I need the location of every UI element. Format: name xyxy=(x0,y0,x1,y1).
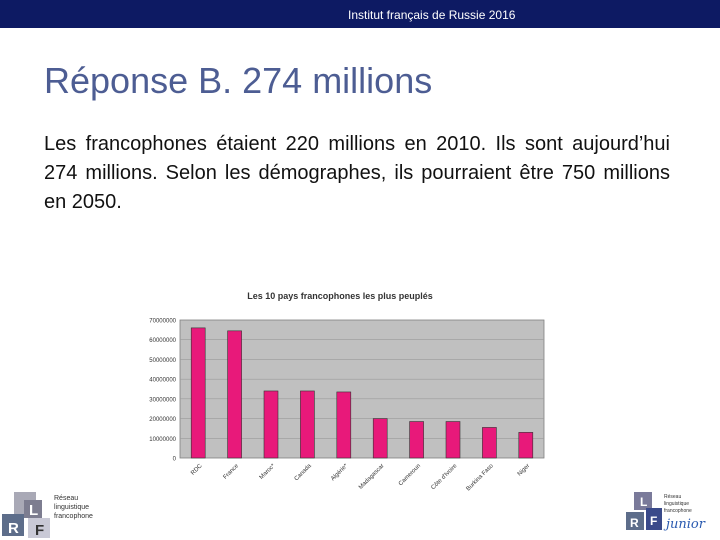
x-tick-label: Algérie* xyxy=(330,463,350,483)
y-tick-label: 70000000 xyxy=(149,319,176,325)
x-tick-label: Maroc* xyxy=(259,463,277,481)
logo-letter-f: F xyxy=(35,522,44,539)
logo-line-1: Réseau xyxy=(54,495,78,502)
x-axis-ticks: RDC France Maroc* Canada Algérie* Madagascar C… xyxy=(190,463,531,493)
header-text: Institut français de Russie 2016 xyxy=(348,8,516,22)
logo-right-letter-f: F xyxy=(650,514,657,528)
bar-chart: Les 10 pays francophones les plus peuplé… xyxy=(149,291,545,493)
rlf-junior-logo-right: L R F Réseau linguistique francophone ju… xyxy=(626,492,706,532)
y-axis-ticks: 0 10000000 20000000 30000000 40000000 5000000… xyxy=(149,319,176,463)
x-tick-label: Côte d'Ivoire xyxy=(430,463,458,491)
y-tick-label: 60000000 xyxy=(149,338,176,344)
logo-letter-r: R xyxy=(8,520,19,537)
y-tick-label: 0 xyxy=(173,457,177,463)
y-tick-label: 30000000 xyxy=(149,397,176,403)
header-bar: Institut français de Russie 2016 xyxy=(0,0,720,28)
y-tick-label: 20000000 xyxy=(149,417,176,423)
y-tick-label: 40000000 xyxy=(149,378,176,384)
x-tick-label: Canada xyxy=(294,463,314,483)
logo-line-2: linguistique xyxy=(54,504,89,511)
bar xyxy=(190,327,206,459)
logo-right-letter-r: R xyxy=(630,516,639,530)
y-tick-label: 10000000 xyxy=(149,437,176,443)
logo-right-letter-l: L xyxy=(640,495,647,509)
bar xyxy=(300,390,315,459)
x-tick-label: Niger xyxy=(517,463,531,477)
x-tick-label: Madagascar xyxy=(358,463,386,491)
slide-body-text: Les francophones étaient 220 millions en… xyxy=(44,133,670,213)
logo-right-junior: junior xyxy=(663,517,706,532)
bars xyxy=(190,327,534,459)
logo-right-line-3: francophone xyxy=(664,508,692,514)
rlf-logo-left: L R F Réseau linguistique francophone xyxy=(2,492,93,539)
bar xyxy=(445,421,461,459)
bar xyxy=(482,427,497,459)
bar xyxy=(409,421,424,459)
bar xyxy=(336,391,352,459)
logo-right-line-1: Réseau xyxy=(664,494,681,500)
logo-right-line-2: linguistique xyxy=(664,501,689,507)
x-tick-label: Cameroun xyxy=(398,463,422,487)
chart-title: Les 10 pays francophones les plus peuplé… xyxy=(247,291,433,301)
x-tick-label: RDC xyxy=(190,463,204,477)
y-tick-label: 50000000 xyxy=(149,358,176,364)
slide-title: Réponse B. 274 millions xyxy=(44,60,433,101)
bar xyxy=(518,432,534,459)
x-tick-label: Burkina Faso xyxy=(466,463,496,493)
bar xyxy=(372,418,388,459)
bar xyxy=(263,390,279,459)
bar xyxy=(227,330,242,459)
logo-letter-l: L xyxy=(29,502,38,519)
x-tick-label: France xyxy=(223,463,241,481)
logo-line-3: francophone xyxy=(54,513,93,520)
